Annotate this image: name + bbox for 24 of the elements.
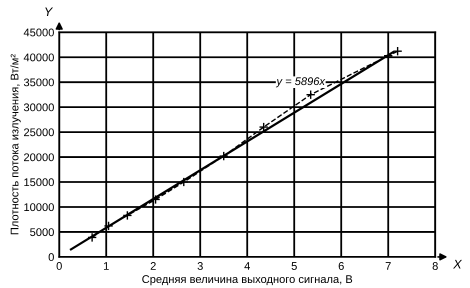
y-tick-label: 40000 [24, 53, 54, 62]
x-tick-label: 5 [292, 262, 297, 270]
y-tick-label: 15000 [24, 178, 54, 186]
y-tick-label: 35000 [24, 78, 54, 86]
y-tick-label: 10000 [24, 203, 54, 212]
y-tick-label: 30000 [24, 103, 54, 112]
x-axis-title: Средняя величина выходного сигнала, В [142, 275, 352, 286]
x-tick-label: 8 [432, 262, 438, 270]
y-tick-label: 0 [48, 253, 54, 262]
x-tick-label: 2 [150, 262, 156, 270]
annotation: y = 5896x [276, 77, 326, 88]
x-tick-label: 4 [244, 262, 250, 270]
y-axis-title: Плотность потока излучения, Вт/м² [10, 54, 21, 234]
text: Y [45, 7, 54, 16]
y-tick-label: 20000 [24, 153, 54, 162]
y-tick-label: 5000 [30, 228, 54, 236]
y-tick-label: 25000 [24, 128, 54, 136]
y-tick-label: 45000 [24, 28, 54, 36]
text: X [453, 260, 462, 268]
x-tick-label: 7 [386, 262, 391, 270]
x-tick-label: 0 [56, 262, 62, 270]
x-tick-label: 1 [104, 262, 109, 270]
x-tick-label: 3 [198, 262, 203, 270]
x-tick-label: 6 [338, 262, 344, 270]
